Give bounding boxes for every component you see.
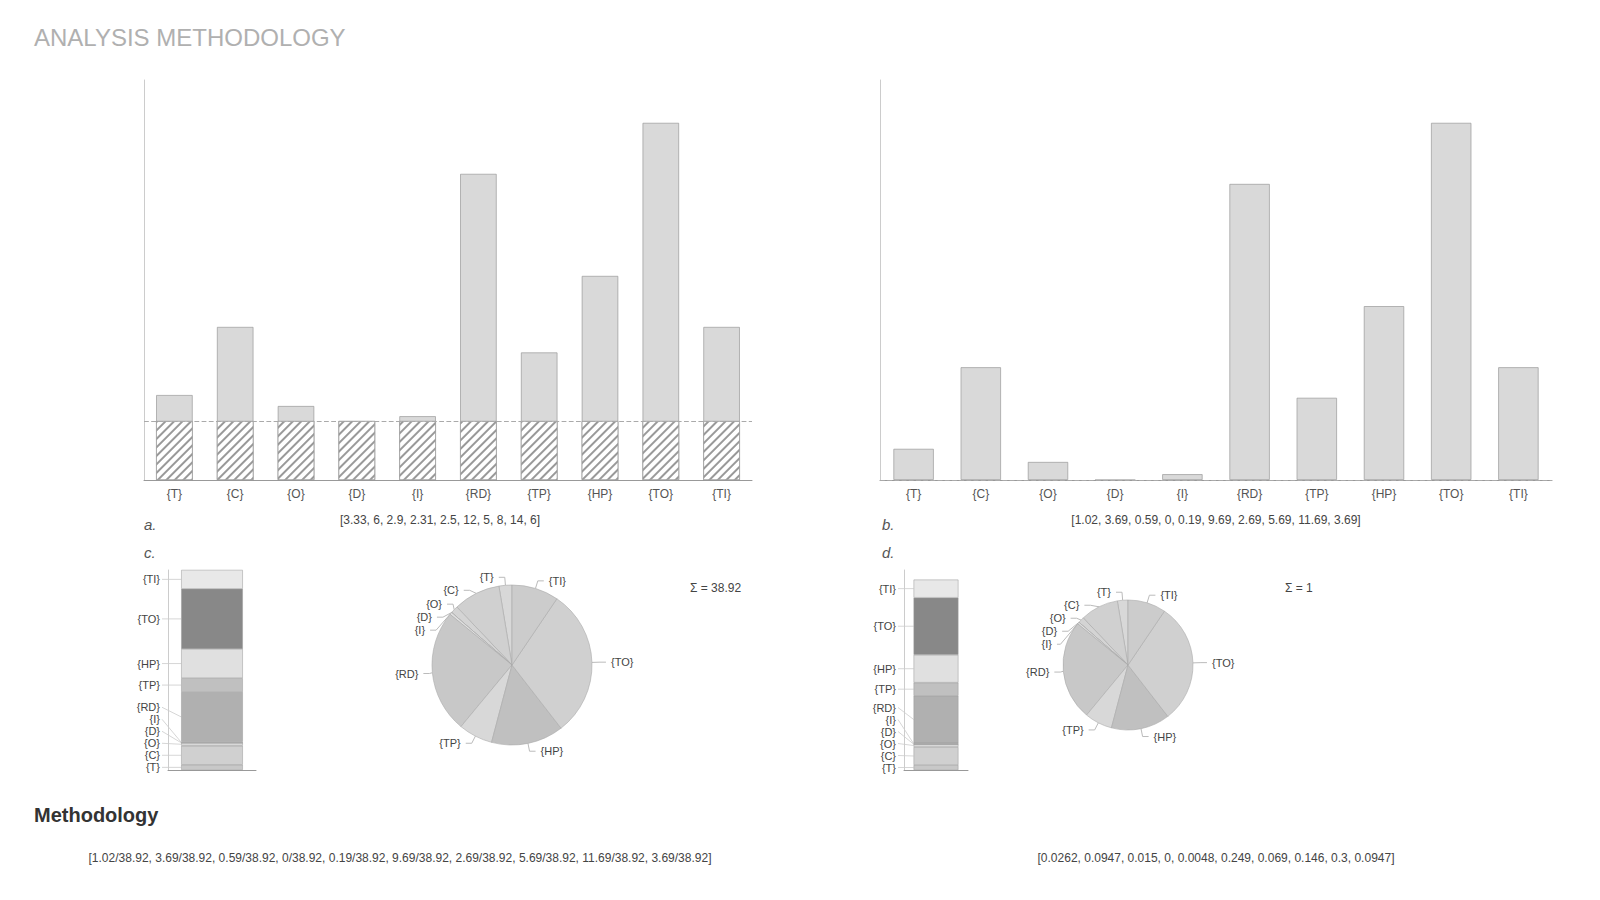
svg-text:{D}: {D}	[145, 725, 161, 737]
svg-text:a.: a.	[144, 516, 157, 533]
svg-text:Methodology: Methodology	[34, 804, 159, 826]
svg-text:[1.02, 3.69, 0.59, 0, 0.19, 9.: [1.02, 3.69, 0.59, 0, 0.19, 9.69, 2.69, …	[1071, 513, 1360, 527]
svg-text:{C}: {C}	[145, 749, 161, 761]
svg-text:{TP}: {TP}	[1305, 487, 1328, 501]
svg-text:{C}: {C}	[881, 750, 897, 762]
svg-text:{HP}: {HP}	[1372, 487, 1397, 501]
svg-text:{T}: {T}	[480, 571, 494, 583]
svg-text:{TO}: {TO}	[138, 613, 161, 625]
svg-text:{C}: {C}	[443, 584, 459, 596]
svg-text:{O}: {O}	[1050, 612, 1066, 624]
svg-text:{D}: {D}	[881, 726, 897, 738]
svg-text:{TO}: {TO}	[874, 620, 897, 632]
svg-text:{O}: {O}	[426, 598, 442, 610]
svg-text:{RD}: {RD}	[137, 701, 161, 713]
svg-text:{I}: {I}	[886, 714, 897, 726]
svg-text:{HP}: {HP}	[873, 663, 896, 675]
svg-text:{RD}: {RD}	[1237, 487, 1262, 501]
svg-text:{O}: {O}	[1039, 487, 1056, 501]
svg-text:{HP}: {HP}	[588, 487, 613, 501]
svg-text:{O}: {O}	[144, 737, 160, 749]
svg-text:ANALYSIS METHODOLOGY: ANALYSIS METHODOLOGY	[34, 24, 346, 51]
svg-text:c.: c.	[144, 544, 156, 561]
svg-text:{I}: {I}	[150, 713, 161, 725]
svg-text:{T}: {T}	[906, 487, 921, 501]
svg-text:{RD}: {RD}	[466, 487, 491, 501]
svg-text:{TI}: {TI}	[549, 575, 566, 587]
svg-text:{TO}: {TO}	[1439, 487, 1463, 501]
svg-text:{I}: {I}	[1042, 638, 1053, 650]
svg-text:{D}: {D}	[348, 487, 365, 501]
svg-text:{TP}: {TP}	[439, 737, 461, 749]
svg-text:{TP}: {TP}	[528, 487, 551, 501]
svg-text:{I}: {I}	[415, 624, 426, 636]
svg-text:{HP}: {HP}	[137, 658, 160, 670]
svg-text:b.: b.	[882, 516, 895, 533]
svg-text:{TI}: {TI}	[1160, 589, 1177, 601]
svg-text:{TO}: {TO}	[1212, 657, 1235, 669]
svg-text:{TP}: {TP}	[1062, 724, 1084, 736]
svg-text:{C}: {C}	[1064, 599, 1080, 611]
svg-text:{D}: {D}	[417, 611, 433, 623]
svg-text:{HP}: {HP}	[1154, 731, 1177, 743]
svg-text:{TI}: {TI}	[879, 583, 896, 595]
svg-text:{C}: {C}	[972, 487, 989, 501]
svg-text:{TI}: {TI}	[143, 573, 160, 585]
svg-text:{O}: {O}	[287, 487, 304, 501]
svg-text:Σ = 38.92: Σ = 38.92	[690, 581, 741, 595]
svg-text:{TP}: {TP}	[139, 679, 161, 691]
svg-text:{TI}: {TI}	[712, 487, 731, 501]
svg-text:{TO}: {TO}	[611, 656, 634, 668]
svg-text:{T}: {T}	[882, 762, 896, 774]
svg-text:[0.0262, 0.0947, 0.015, 0, 0.0: [0.0262, 0.0947, 0.015, 0, 0.0048, 0.249…	[1038, 851, 1395, 865]
svg-text:[1.02/38.92, 3.69/38.92, 0.59/: [1.02/38.92, 3.69/38.92, 0.59/38.92, 0/3…	[89, 851, 712, 865]
svg-text:Σ = 1: Σ = 1	[1285, 581, 1313, 595]
svg-text:{HP}: {HP}	[541, 745, 564, 757]
svg-text:{TP}: {TP}	[875, 683, 897, 695]
svg-text:{RD}: {RD}	[1026, 666, 1050, 678]
svg-text:{TO}: {TO}	[649, 487, 673, 501]
svg-text:{T}: {T}	[1097, 586, 1111, 598]
svg-text:d.: d.	[882, 544, 895, 561]
svg-text:{I}: {I}	[412, 487, 423, 501]
svg-text:{T}: {T}	[146, 761, 160, 773]
svg-text:{D}: {D}	[1107, 487, 1124, 501]
svg-text:{TI}: {TI}	[1509, 487, 1528, 501]
svg-text:{RD}: {RD}	[873, 702, 897, 714]
svg-text:{T}: {T}	[167, 487, 182, 501]
svg-text:{C}: {C}	[227, 487, 244, 501]
svg-text:{D}: {D}	[1042, 625, 1058, 637]
svg-text:{O}: {O}	[880, 738, 896, 750]
svg-text:[3.33, 6, 2.9, 2.31, 2.5, 12,: [3.33, 6, 2.9, 2.31, 2.5, 12, 5, 8, 14, …	[340, 513, 540, 527]
svg-text:{RD}: {RD}	[395, 668, 419, 680]
svg-text:{I}: {I}	[1177, 487, 1188, 501]
